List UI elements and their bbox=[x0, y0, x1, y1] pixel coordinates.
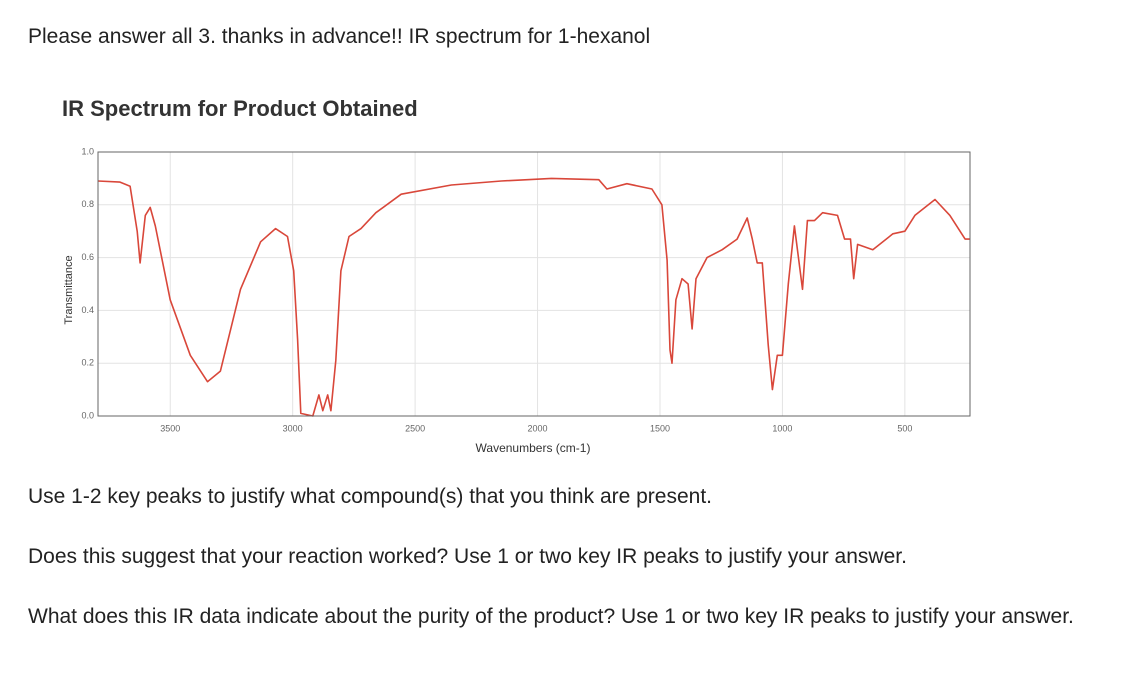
x-tick-label: 3000 bbox=[283, 423, 303, 433]
y-tick-label: 0.6 bbox=[81, 252, 94, 262]
y-axis-label: Transmittance bbox=[63, 255, 75, 324]
y-tick-label: 0.8 bbox=[81, 199, 94, 209]
x-tick-label: 500 bbox=[897, 423, 912, 433]
chart: IR Spectrum for Product Obtained Wavenum… bbox=[62, 96, 971, 455]
x-tick-label: 2500 bbox=[405, 423, 425, 433]
chart-title: IR Spectrum for Product Obtained bbox=[62, 96, 418, 121]
plot-frame bbox=[97, 151, 971, 417]
question: Does this suggest that your reaction wor… bbox=[28, 545, 907, 568]
y-tick-label: 0.2 bbox=[81, 358, 94, 368]
x-tick-label: 3500 bbox=[160, 423, 180, 433]
x-tick-label: 1500 bbox=[650, 423, 670, 433]
y-tick-label: 0.0 bbox=[81, 410, 94, 420]
question-title: Please answer all 3. thanks in advance!!… bbox=[28, 25, 651, 48]
x-axis-label: Wavenumbers (cm-1) bbox=[476, 441, 591, 455]
spectrum-line bbox=[97, 177, 970, 417]
question: Use 1-2 key peaks to justify what compou… bbox=[28, 485, 713, 508]
question: What does this IR data indicate about th… bbox=[28, 605, 1074, 628]
y-tick-label: 1.0 bbox=[81, 146, 94, 156]
y-tick-label: 0.4 bbox=[81, 305, 94, 315]
x-tick-label: 1000 bbox=[772, 423, 792, 433]
x-tick-label: 2000 bbox=[528, 423, 548, 433]
